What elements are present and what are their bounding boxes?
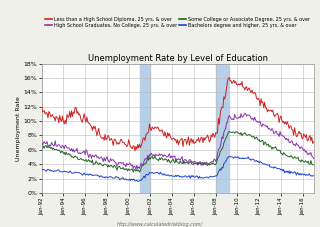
Bar bbox=[140, 64, 150, 193]
Bar bbox=[216, 64, 229, 193]
Title: Unemployment Rate by Level of Education: Unemployment Rate by Level of Education bbox=[88, 54, 268, 63]
Legend: Less than a High School Diploma, 25 yrs. & over, High School Graduates, No Colle: Less than a High School Diploma, 25 yrs.… bbox=[45, 17, 310, 28]
Y-axis label: Unemployment Rate: Unemployment Rate bbox=[16, 96, 21, 161]
Text: http://www.calculatedriskblog.com/: http://www.calculatedriskblog.com/ bbox=[117, 222, 203, 227]
